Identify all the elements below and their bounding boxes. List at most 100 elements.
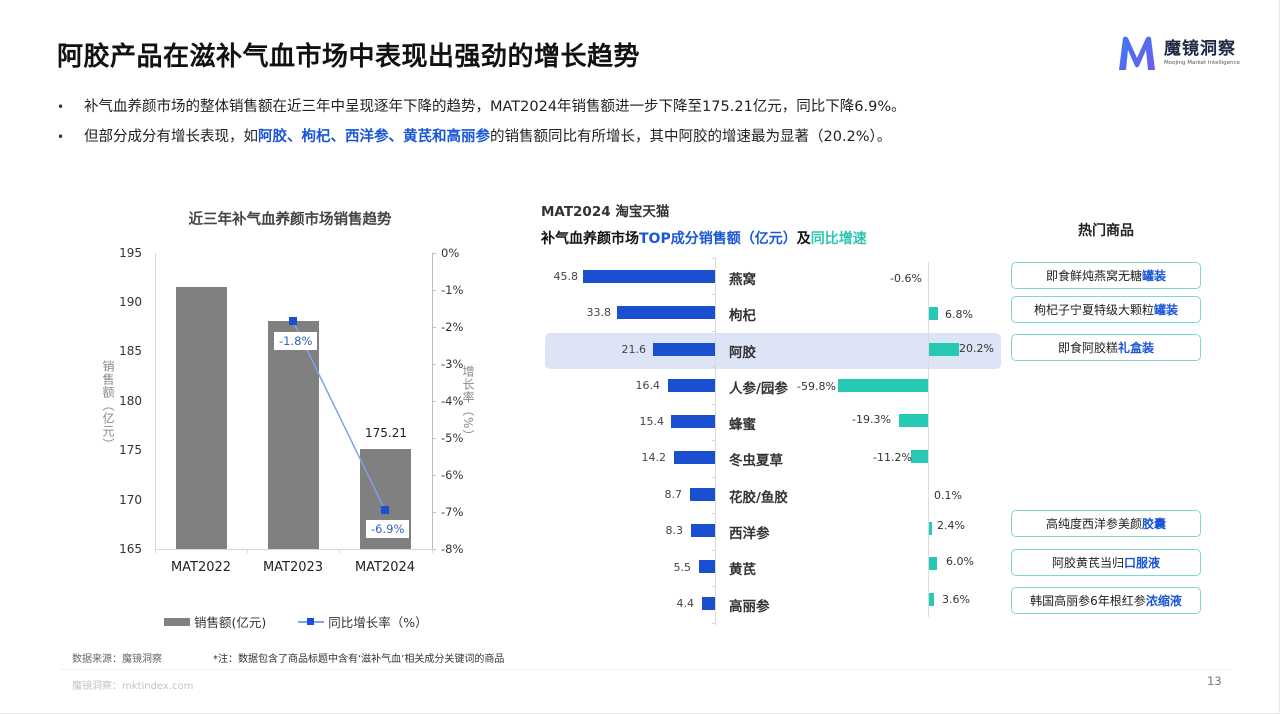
sales-value: 14.2 bbox=[641, 451, 667, 464]
tick-mark bbox=[432, 549, 433, 553]
y2-tick: -1% bbox=[441, 283, 464, 297]
sales-bar bbox=[674, 451, 715, 464]
x-label: MAT2022 bbox=[170, 560, 232, 575]
product-name: 枸杞子宁夏特级大颗粒 bbox=[1033, 303, 1154, 317]
tick-mark bbox=[712, 623, 716, 624]
tick-mark bbox=[432, 512, 436, 513]
sales-value: 5.5 bbox=[673, 561, 692, 574]
page-title: 阿胶产品在滋补气血市场中表现出强劲的增长趋势 bbox=[57, 42, 641, 72]
y2-tick: -8% bbox=[441, 542, 464, 556]
page-number: 13 bbox=[1207, 674, 1222, 688]
heading-part: 及 bbox=[796, 231, 811, 247]
growth-bar bbox=[929, 522, 932, 535]
trend-chart: 195 190 185 180 175 170 165 销售额（亿元） 0% -… bbox=[60, 240, 480, 640]
hot-products-title: 热门商品 bbox=[1078, 223, 1134, 239]
ingredient-chart-subheading: 补气血养颜市场TOP成分销售额（亿元）及同比增速 bbox=[541, 228, 867, 248]
legend-item-growth: 同比增长率（%） bbox=[298, 612, 428, 631]
hot-product-card[interactable]: 阿胶黄芪当归 口服液 bbox=[1011, 549, 1201, 576]
hot-product-card[interactable]: 即食鲜炖燕窝无糖 罐装 bbox=[1011, 262, 1201, 289]
logo-name: 魔镜洞察 bbox=[1164, 39, 1236, 59]
tick-mark bbox=[432, 364, 436, 365]
legend-line-swatch-icon bbox=[298, 617, 325, 625]
growth-value: 2.4% bbox=[937, 519, 965, 532]
hot-product-card[interactable]: 高纯度西洋参美颜 胶囊 bbox=[1011, 510, 1201, 537]
bullet-text: 补气血养颜市场的整体销售额在近三年中呈现逐年下降的趋势，MAT2024年销售额进… bbox=[84, 99, 906, 115]
bullet-item: • 补气血养颜市场的整体销售额在近三年中呈现逐年下降的趋势，MAT2024年销售… bbox=[57, 92, 1237, 122]
y2-tick: -5% bbox=[441, 431, 464, 445]
sales-bar bbox=[691, 524, 715, 537]
growth-line bbox=[289, 317, 389, 514]
growth-bar bbox=[929, 557, 937, 570]
x-axis bbox=[155, 549, 433, 550]
category-label: 冬虫夏草 bbox=[729, 453, 783, 469]
category-label: 花胶/鱼胶 bbox=[729, 490, 788, 506]
sales-value: 45.8 bbox=[553, 270, 579, 283]
y-tick: 175 bbox=[119, 443, 142, 457]
sales-bar bbox=[702, 597, 715, 610]
sales-bar bbox=[653, 343, 715, 356]
tick-mark bbox=[712, 367, 716, 368]
product-name: 阿胶黄芪当归 bbox=[1051, 556, 1124, 570]
y-axis-left-title: 销售额（亿元） bbox=[101, 360, 115, 451]
growth-value: -19.3% bbox=[852, 413, 891, 426]
brand-logo: 魔镜洞察 Moojing Market Intelligence bbox=[1116, 34, 1240, 72]
growth-value: 3.6% bbox=[942, 593, 970, 606]
growth-value: -0.6% bbox=[890, 272, 922, 285]
bullet-dot-icon: • bbox=[57, 100, 65, 114]
bullet-text: 但部分成分有增长表现，如阿胶、枸杞、西洋参、黄芪和高丽参的销售额同比有所增长，其… bbox=[84, 122, 891, 152]
growth-bar bbox=[929, 343, 959, 356]
growth-value: 20.2% bbox=[959, 342, 994, 355]
growth-point-label: -6.9% bbox=[366, 520, 410, 538]
category-label: 燕窝 bbox=[729, 272, 756, 288]
y-tick: 185 bbox=[119, 344, 142, 358]
growth-value: -11.2% bbox=[873, 451, 912, 464]
tick-mark bbox=[432, 401, 436, 402]
y-tick: 190 bbox=[119, 295, 142, 309]
sales-value: 4.4 bbox=[676, 597, 695, 610]
tick-mark bbox=[432, 253, 436, 254]
tick-mark bbox=[712, 550, 716, 551]
tick-mark bbox=[712, 513, 716, 514]
y2-tick: -7% bbox=[441, 505, 464, 519]
product-format: 口服液 bbox=[1124, 556, 1161, 570]
tick-mark bbox=[712, 404, 716, 405]
product-name: 韩国高丽参6年根红参 bbox=[1030, 594, 1146, 608]
footer-site: 魔镜洞察：mktindex.com bbox=[72, 681, 194, 692]
tick-mark bbox=[712, 586, 716, 587]
product-format: 浓缩液 bbox=[1145, 594, 1182, 608]
sales-value: 16.4 bbox=[635, 379, 661, 392]
heading-part: 补气血养颜市场 bbox=[541, 231, 639, 247]
category-label: 阿胶 bbox=[729, 345, 756, 361]
product-format: 胶囊 bbox=[1142, 517, 1167, 531]
y-tick: 170 bbox=[119, 493, 142, 507]
footnote: *注：数据包含了商品标题中含有‘滋补气血’相关成分关键词的商品 bbox=[213, 654, 505, 665]
y2-tick: -6% bbox=[441, 468, 464, 482]
y-tick: 180 bbox=[119, 394, 142, 408]
x-label: MAT2024 bbox=[354, 560, 416, 575]
trend-chart-title: 近三年补气血养颜市场销售趋势 bbox=[188, 212, 392, 228]
trend-bar-mat2023 bbox=[268, 321, 319, 549]
sales-bar bbox=[583, 270, 715, 283]
bullet-highlight: 阿胶、枸杞、西洋参、黄芪和高丽参 bbox=[258, 129, 490, 145]
bullet-prefix: 但部分成分有增长表现，如 bbox=[84, 129, 258, 145]
y-axis-right-title: 增长率（%） bbox=[461, 365, 475, 443]
category-label: 人参/园参 bbox=[729, 381, 788, 397]
growth-axis bbox=[928, 262, 929, 617]
product-format: 罐装 bbox=[1154, 303, 1179, 317]
growth-bar bbox=[838, 379, 928, 392]
growth-bar bbox=[929, 307, 938, 320]
hot-product-card[interactable]: 即食阿胶糕 礼盒装 bbox=[1011, 334, 1201, 361]
growth-value: 6.0% bbox=[946, 555, 974, 568]
category-label: 枸杞 bbox=[729, 308, 756, 324]
legend-label: 销售额(亿元) bbox=[194, 615, 267, 630]
hot-product-card[interactable]: 枸杞子宁夏特级大颗粒 罐装 bbox=[1011, 296, 1201, 323]
bullet-dot-icon: • bbox=[57, 130, 65, 144]
summary-bullets: • 补气血养颜市场的整体销售额在近三年中呈现逐年下降的趋势，MAT2024年销售… bbox=[57, 92, 1237, 152]
sales-value: 8.3 bbox=[665, 524, 684, 537]
sales-value: 21.6 bbox=[621, 343, 647, 356]
trend-bar-mat2022 bbox=[176, 287, 227, 549]
hot-product-card[interactable]: 韩国高丽参6年根红参 浓缩液 bbox=[1011, 587, 1201, 614]
tick-mark bbox=[155, 549, 156, 553]
highlight-row-ejiao bbox=[545, 333, 1001, 369]
growth-bar bbox=[929, 593, 934, 606]
